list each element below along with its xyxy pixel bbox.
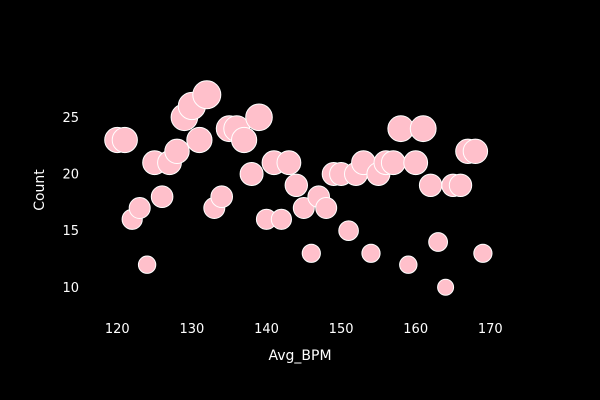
- data-point[interactable]: [315, 197, 338, 219]
- data-point[interactable]: [192, 80, 222, 110]
- y-tick-label: 15: [62, 224, 79, 239]
- x-axis-title: Avg_BPM: [268, 348, 331, 364]
- y-tick-label: 10: [62, 281, 79, 296]
- data-point[interactable]: [245, 103, 273, 132]
- data-point[interactable]: [137, 255, 157, 274]
- x-tick-label: 130: [179, 322, 204, 337]
- data-point[interactable]: [276, 150, 302, 176]
- data-point[interactable]: [380, 150, 406, 176]
- data-point[interactable]: [338, 220, 359, 241]
- data-point[interactable]: [239, 162, 264, 186]
- data-point[interactable]: [150, 185, 174, 208]
- data-point[interactable]: [301, 243, 321, 263]
- data-point[interactable]: [473, 243, 493, 263]
- x-tick-label: 140: [254, 322, 279, 337]
- data-point[interactable]: [111, 126, 138, 154]
- y-axis-title: Count: [32, 169, 48, 211]
- data-point[interactable]: [164, 138, 190, 165]
- data-point[interactable]: [186, 126, 213, 154]
- data-point[interactable]: [284, 173, 308, 198]
- data-point[interactable]: [403, 150, 429, 176]
- y-tick-label: 20: [62, 168, 79, 183]
- y-tick-label: 25: [62, 111, 79, 126]
- data-point[interactable]: [418, 173, 443, 198]
- data-point[interactable]: [231, 126, 258, 154]
- data-point[interactable]: [462, 138, 489, 165]
- x-tick-label: 170: [478, 322, 503, 337]
- y-tick-labels: 10 15 20 25: [62, 111, 79, 296]
- data-point[interactable]: [270, 208, 292, 230]
- x-tick-label: 120: [105, 322, 130, 337]
- marks-layer: [104, 80, 493, 296]
- x-tick-label: 150: [329, 322, 354, 337]
- x-tick-label: 160: [403, 322, 428, 337]
- data-point[interactable]: [210, 185, 233, 208]
- data-point[interactable]: [437, 278, 455, 296]
- data-point[interactable]: [361, 243, 381, 263]
- data-point[interactable]: [292, 197, 315, 219]
- data-point[interactable]: [448, 173, 473, 198]
- data-point[interactable]: [399, 255, 418, 274]
- data-point[interactable]: [128, 197, 151, 219]
- x-tick-labels: 120 130 140 150 160 170: [105, 322, 503, 337]
- data-point[interactable]: [409, 115, 437, 143]
- data-point[interactable]: [428, 232, 449, 252]
